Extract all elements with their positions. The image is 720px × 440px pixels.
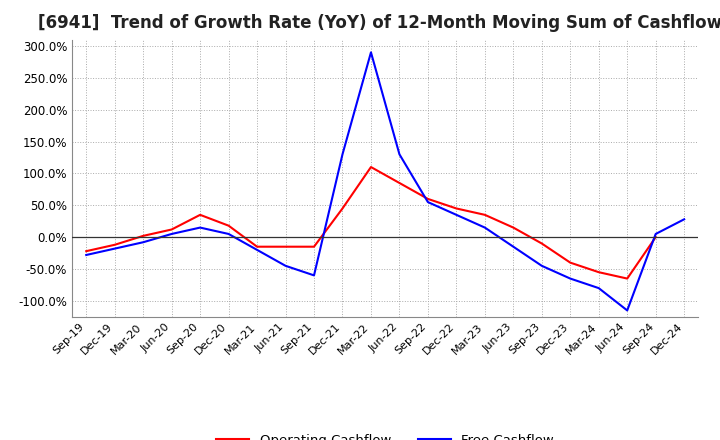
Free Cashflow xyxy=(196,225,204,230)
Free Cashflow xyxy=(395,152,404,157)
Operating Cashflow xyxy=(110,242,119,247)
Operating Cashflow xyxy=(652,235,660,240)
Free Cashflow xyxy=(595,286,603,291)
Operating Cashflow xyxy=(282,244,290,249)
Operating Cashflow xyxy=(310,244,318,249)
Free Cashflow xyxy=(537,263,546,268)
Operating Cashflow xyxy=(423,196,432,202)
Free Cashflow xyxy=(680,216,688,222)
Operating Cashflow xyxy=(595,270,603,275)
Operating Cashflow xyxy=(167,227,176,232)
Free Cashflow xyxy=(509,244,518,249)
Operating Cashflow xyxy=(196,212,204,217)
Free Cashflow xyxy=(366,50,375,55)
Free Cashflow xyxy=(652,231,660,237)
Operating Cashflow xyxy=(366,165,375,170)
Operating Cashflow xyxy=(623,276,631,281)
Free Cashflow xyxy=(139,240,148,245)
Legend: Operating Cashflow, Free Cashflow: Operating Cashflow, Free Cashflow xyxy=(211,429,559,440)
Free Cashflow xyxy=(623,308,631,313)
Title: [6941]  Trend of Growth Rate (YoY) of 12-Month Moving Sum of Cashflows: [6941] Trend of Growth Rate (YoY) of 12-… xyxy=(38,15,720,33)
Operating Cashflow xyxy=(452,206,461,211)
Free Cashflow xyxy=(423,199,432,205)
Operating Cashflow xyxy=(509,225,518,230)
Free Cashflow xyxy=(167,231,176,237)
Free Cashflow xyxy=(110,246,119,251)
Operating Cashflow xyxy=(537,241,546,246)
Operating Cashflow xyxy=(253,244,261,249)
Free Cashflow xyxy=(480,225,489,230)
Free Cashflow xyxy=(225,231,233,237)
Free Cashflow xyxy=(452,212,461,217)
Free Cashflow xyxy=(338,152,347,157)
Line: Free Cashflow: Free Cashflow xyxy=(86,52,684,311)
Operating Cashflow xyxy=(82,249,91,254)
Operating Cashflow xyxy=(480,212,489,217)
Free Cashflow xyxy=(566,276,575,281)
Line: Operating Cashflow: Operating Cashflow xyxy=(86,167,656,279)
Operating Cashflow xyxy=(395,180,404,186)
Free Cashflow xyxy=(253,247,261,253)
Free Cashflow xyxy=(310,273,318,278)
Free Cashflow xyxy=(282,263,290,268)
Free Cashflow xyxy=(82,253,91,258)
Operating Cashflow xyxy=(566,260,575,265)
Operating Cashflow xyxy=(338,206,347,211)
Operating Cashflow xyxy=(225,223,233,228)
Operating Cashflow xyxy=(139,233,148,238)
